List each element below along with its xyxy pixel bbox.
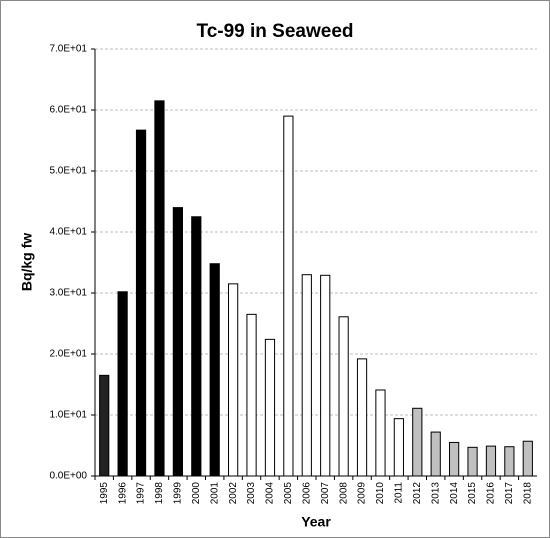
bar: [522, 440, 533, 477]
x-tick-label: 2016: [486, 482, 497, 505]
x-tick-label: 2018: [522, 482, 533, 505]
x-tick-label: 2003: [246, 482, 257, 505]
bar: [412, 407, 423, 477]
bar: [135, 129, 147, 477]
bar: [301, 274, 312, 477]
bar: [375, 389, 386, 477]
bar: [320, 274, 331, 477]
x-tick-label: 2014: [449, 482, 460, 505]
x-tick-label: 2004: [265, 482, 276, 505]
y-tick-label: 3.0E+01: [49, 288, 87, 299]
x-tick-label: 1996: [117, 482, 128, 505]
x-tick-label: 2010: [375, 482, 386, 505]
chart-title: Tc-99 in Seaweed: [197, 21, 354, 42]
y-tick-label: 2.0E+01: [49, 349, 87, 360]
x-tick-label: 1995: [99, 482, 110, 505]
bar: [393, 418, 404, 477]
x-tick-label: 2007: [320, 482, 331, 505]
bar: [172, 207, 183, 477]
bar: [99, 374, 110, 477]
bar: [338, 316, 349, 477]
x-tick-label: 2006: [301, 482, 312, 505]
x-tick-label: 2001: [209, 482, 220, 505]
x-tick-label: 2009: [357, 482, 368, 505]
x-axis-label: Year: [301, 514, 331, 530]
bar: [228, 283, 239, 477]
bar: [449, 441, 460, 477]
bar: [356, 358, 368, 477]
bar: [467, 446, 478, 477]
x-tick-label: 1997: [136, 482, 147, 505]
bar: [264, 338, 276, 477]
bar: [154, 100, 165, 477]
bar: [430, 431, 441, 477]
x-tick-label: 2005: [283, 482, 294, 505]
bar: [191, 216, 202, 477]
bar: [209, 263, 220, 477]
bar: [117, 291, 128, 477]
y-axis-label: Bq/kg fw: [19, 233, 35, 291]
x-tick-label: 2017: [504, 482, 515, 505]
x-tick-label: 1999: [173, 482, 184, 505]
x-tick-label: 2015: [467, 482, 478, 505]
bar: [283, 115, 294, 477]
bar: [485, 445, 497, 477]
y-tick-label: 7.0E+01: [49, 44, 87, 55]
bar: [504, 446, 515, 477]
bar: [246, 313, 257, 477]
y-tick-label: 5.0E+01: [49, 166, 87, 177]
y-tick-label: 6.0E+01: [49, 105, 87, 116]
y-tick-label: 4.0E+01: [49, 227, 87, 238]
x-tick-label: 1998: [154, 482, 165, 505]
x-tick-label: 2000: [191, 482, 202, 505]
x-tick-label: 2002: [228, 482, 239, 505]
y-tick-label: 0.0E+00: [49, 471, 87, 482]
x-tick-label: 2013: [430, 482, 441, 505]
x-tick-label: 2012: [412, 482, 423, 505]
x-tick-label: 2011: [394, 482, 405, 504]
y-tick-label: 1.0E+01: [49, 410, 87, 421]
x-tick-label: 2008: [338, 482, 349, 505]
